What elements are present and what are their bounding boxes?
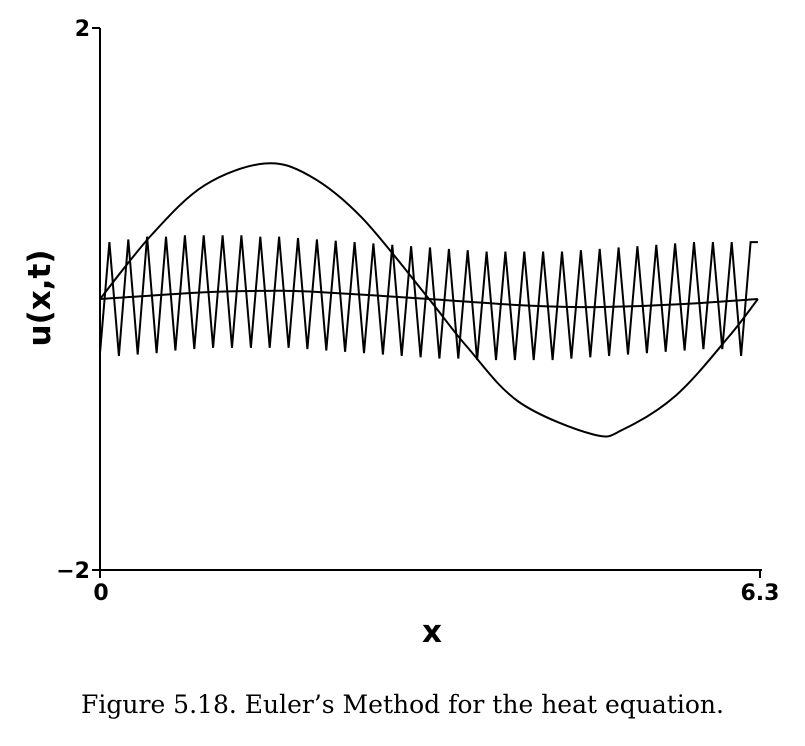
chart: 2 −2 0 6.3 x u(x,t) (22, 17, 780, 650)
y-axis-label: u(x,t) (22, 250, 58, 347)
plot-lines (99, 162, 759, 438)
figure-caption: Figure 5.18. Euler’s Method for the heat… (81, 690, 724, 719)
x-axis-label: x (422, 614, 442, 650)
x-tick-label-left: 0 (93, 581, 108, 606)
series-line-3 (99, 235, 758, 361)
x-tick-label-right: 6.3 (741, 581, 780, 606)
series-line-2 (99, 289, 758, 309)
y-tick-label-bottom: −2 (56, 559, 90, 584)
y-tick-label-top: 2 (75, 17, 90, 42)
series-line-1 (99, 162, 759, 438)
